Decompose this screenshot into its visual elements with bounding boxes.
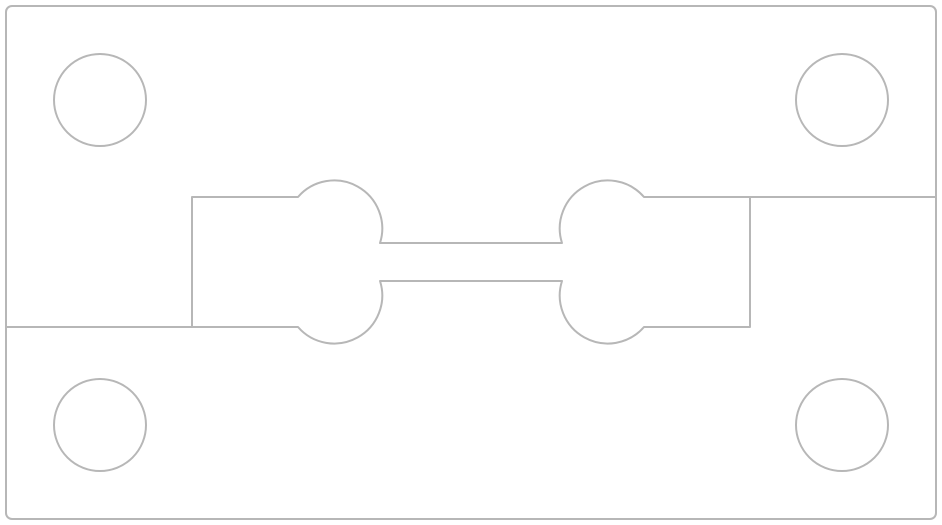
mold-drawing [0, 0, 942, 525]
